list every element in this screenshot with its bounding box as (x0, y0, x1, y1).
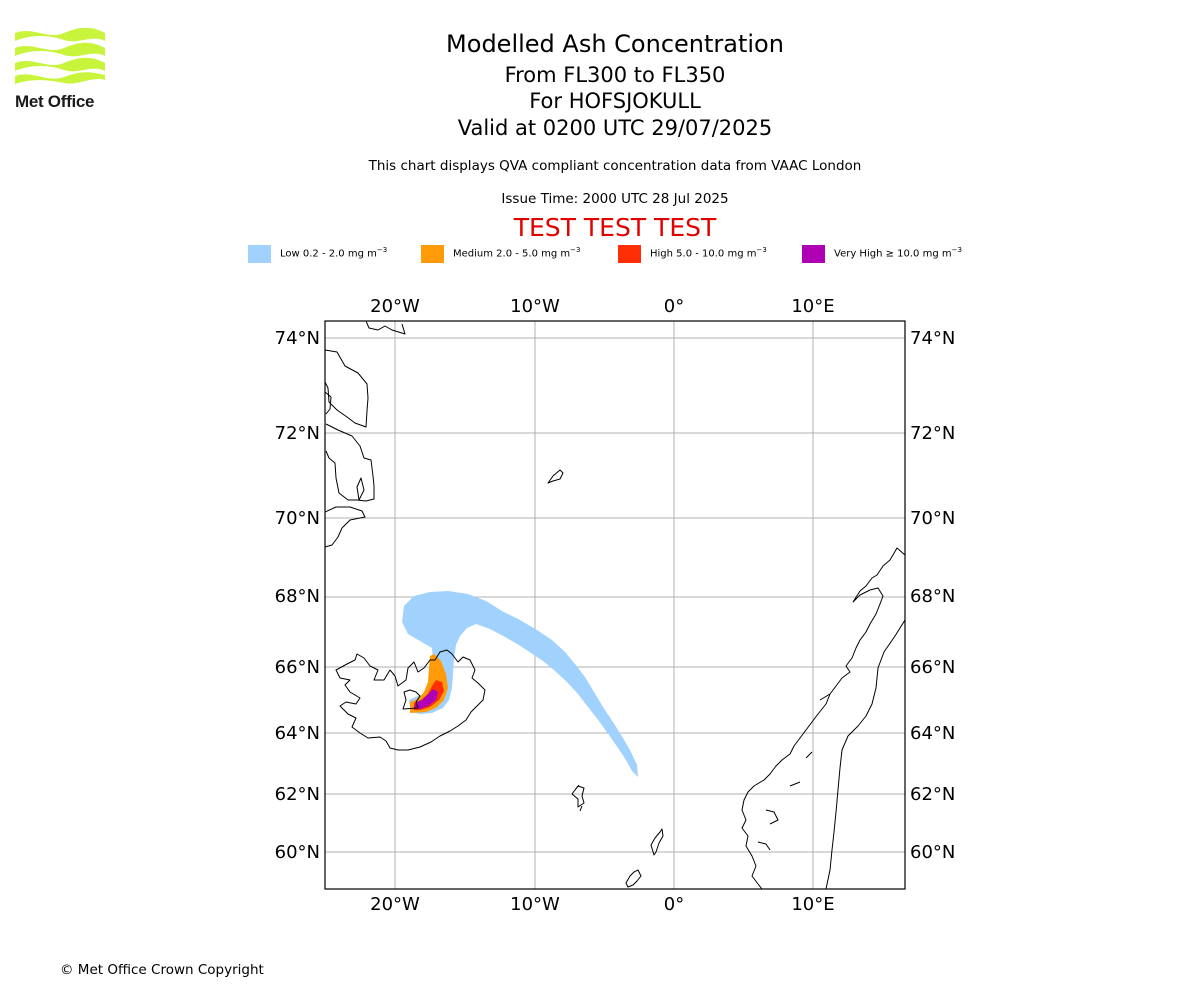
coastline-greenland (325, 349, 369, 428)
lon-label-top: 10°E (791, 296, 834, 317)
lon-label-top: 20°W (370, 296, 420, 317)
lat-label-right: 66°N (910, 657, 955, 678)
valid-time: Valid at 0200 UTC 29/07/2025 (457, 116, 773, 140)
gridlines (325, 321, 905, 889)
lat-label-right: 60°N (910, 842, 955, 863)
ash-plume-very-high (414, 689, 438, 709)
lat-label-left: 68°N (275, 586, 320, 607)
map-frame (324, 320, 906, 890)
logo-wordmark: Met Office (15, 92, 95, 111)
lat-label-left: 62°N (275, 784, 320, 805)
coastline-jan-mayen (547, 469, 564, 484)
lat-label-right: 74°N (910, 328, 955, 349)
legend-label-high: High 5.0 - 10.0 mg m (650, 248, 757, 260)
legend-label-medium: Medium 2.0 - 5.0 mg m (453, 248, 571, 260)
legend-label-low: Low 0.2 - 2.0 mg m (280, 248, 377, 260)
copyright-notice: © Met Office Crown Copyright (60, 962, 264, 978)
lon-label-bottom: 20°W (370, 894, 420, 915)
lat-label-left: 64°N (275, 723, 320, 744)
met-office-waves-icon (15, 28, 105, 84)
lat-label-right: 62°N (910, 784, 955, 805)
flight-level-range: From FL300 to FL350 (504, 63, 726, 87)
coastline-norway (741, 547, 905, 889)
chart-title: Modelled Ash Concentration (446, 30, 784, 58)
chart-subtitle: This chart displays QVA compliant concen… (368, 158, 862, 174)
legend-label-very-high: Very High ≥ 10.0 mg m (834, 248, 952, 260)
coastline-shetland (650, 828, 664, 856)
map-content (325, 321, 905, 889)
legend-swatch-very-high (802, 245, 825, 263)
legend-unit-exponent: −3 (951, 246, 962, 254)
lat-label-left: 72°N (275, 423, 320, 444)
legend-unit-exponent: −3 (570, 246, 581, 254)
lon-label-bottom: 10°W (510, 894, 560, 915)
lat-label-left: 66°N (275, 657, 320, 678)
coastline-iceland (335, 649, 486, 751)
lat-label-left: 60°N (275, 842, 320, 863)
legend-swatch-medium (421, 245, 444, 263)
lat-label-left: 70°N (275, 508, 320, 529)
coastline-orkney (625, 869, 642, 888)
coastline-faroes (571, 785, 585, 808)
legend-swatch-high (618, 245, 641, 263)
issue-time: Issue Time: 2000 UTC 28 Jul 2025 (501, 191, 729, 207)
lon-label-top: 0° (664, 296, 684, 317)
lat-label-right: 64°N (910, 723, 955, 744)
met-office-logo: Met Office (12, 28, 112, 114)
lon-label-top: 10°W (510, 296, 560, 317)
lon-label-bottom: 0° (664, 894, 684, 915)
volcano-name: For HOFSJOKULL (529, 89, 701, 113)
coastlines (325, 321, 905, 889)
legend-swatch-low (248, 245, 271, 263)
legend-unit-exponent: −3 (376, 246, 388, 254)
ash-plume-low (402, 591, 638, 777)
test-banner: TEST TEST TEST (513, 213, 717, 242)
legend-unit-exponent: −3 (756, 246, 767, 254)
lat-label-left: 74°N (275, 328, 320, 349)
lat-label-right: 72°N (910, 423, 955, 444)
lat-label-right: 68°N (910, 586, 955, 607)
lon-label-bottom: 10°E (791, 894, 834, 915)
lat-label-right: 70°N (910, 508, 955, 529)
